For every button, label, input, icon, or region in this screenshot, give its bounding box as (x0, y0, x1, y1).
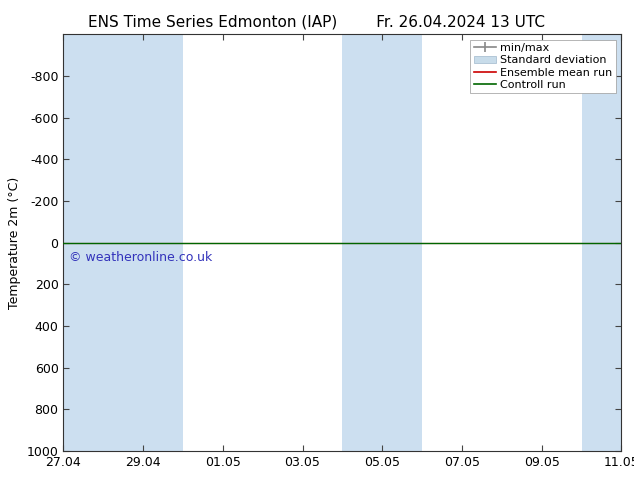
Bar (582, 34, 621, 451)
Text: ENS Time Series Edmonton (IAP)        Fr. 26.04.2024 13 UTC: ENS Time Series Edmonton (IAP) Fr. 26.04… (89, 15, 545, 30)
Y-axis label: Temperature 2m (°C): Temperature 2m (°C) (8, 176, 21, 309)
Legend: min/max, Standard deviation, Ensemble mean run, Controll run: min/max, Standard deviation, Ensemble me… (470, 40, 616, 93)
Bar (143, 34, 183, 451)
Bar (63, 34, 143, 451)
Bar (382, 34, 422, 451)
Bar (342, 34, 382, 451)
Text: © weatheronline.co.uk: © weatheronline.co.uk (69, 251, 212, 264)
